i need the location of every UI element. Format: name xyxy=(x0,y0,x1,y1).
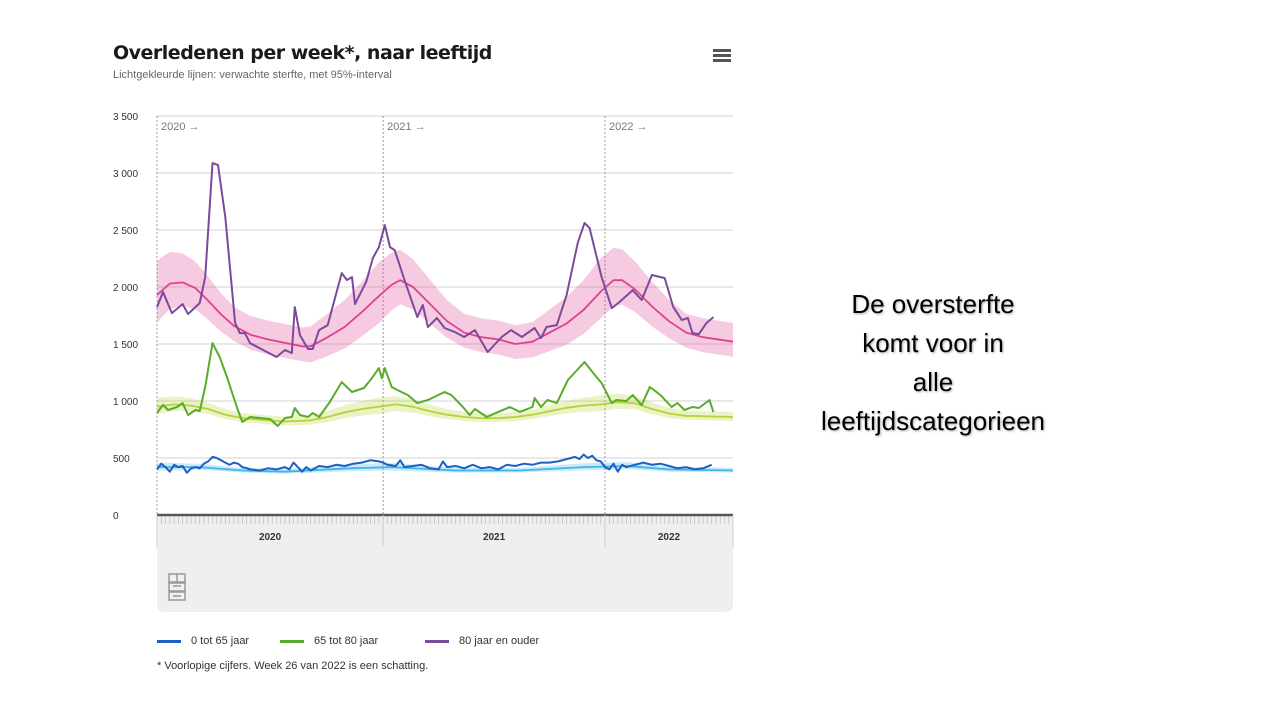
y-tick-label: 3 500 xyxy=(113,112,138,123)
x-axis-year-label: 2020 xyxy=(259,532,282,543)
navigator-background xyxy=(157,515,733,612)
cbs-logo xyxy=(168,573,186,601)
legend-item-80-plus[interactable]: 80 jaar en ouder xyxy=(425,635,539,647)
y-tick-label: 2 000 xyxy=(113,283,138,294)
year-marker-label: 2022 → xyxy=(609,121,648,133)
side-line: komt voor in xyxy=(862,328,1004,358)
side-line: alle xyxy=(912,367,954,397)
footnote: * Voorlopige cijfers. Week 26 van 2022 i… xyxy=(157,660,429,672)
side-annotation: De oversterfte komt voor in alle leeftij… xyxy=(793,285,1073,441)
side-line: leeftijdscategorieen xyxy=(820,406,1046,436)
y-tick-label: 1 000 xyxy=(113,397,138,408)
x-axis-year-label: 2022 xyxy=(658,532,681,543)
legend-label: 80 jaar en ouder xyxy=(459,635,540,647)
y-tick-label: 3 000 xyxy=(113,169,138,180)
chart-title: Overledenen per week*, naar leeftijd xyxy=(113,42,492,64)
series-line-0 xyxy=(156,453,713,474)
year-marker-label: 2021 → xyxy=(387,121,426,133)
chart-subtitle: Lichtgekleurde lijnen: verwachte sterfte… xyxy=(113,69,392,81)
hamburger-menu-icon[interactable] xyxy=(713,49,731,65)
y-tick-label: 500 xyxy=(113,454,130,465)
legend-label: 65 tot 80 jaar xyxy=(314,635,379,647)
series-line-1 xyxy=(156,342,715,427)
y-tick-label: 1 500 xyxy=(113,340,138,351)
legend-swatch xyxy=(157,639,181,643)
legend-item-65-80[interactable]: 65 tot 80 jaar xyxy=(280,635,378,647)
y-tick-label: 2 500 xyxy=(113,226,138,237)
legend-item-0-65[interactable]: 0 tot 65 jaar xyxy=(157,635,249,647)
legend-swatch xyxy=(280,639,304,643)
expected-band-2 xyxy=(157,247,733,363)
expected-line-0 xyxy=(157,465,734,473)
side-line: De oversterfte xyxy=(851,289,1015,319)
legend-swatch xyxy=(425,639,449,643)
series-line-2 xyxy=(156,162,715,358)
y-tick-label: 0 xyxy=(113,511,119,522)
year-marker-label: 2020 → xyxy=(161,121,200,133)
x-axis-year-label: 2021 xyxy=(483,532,506,543)
legend-label: 0 tot 65 jaar xyxy=(191,635,250,647)
expected-band-1 xyxy=(157,393,733,426)
